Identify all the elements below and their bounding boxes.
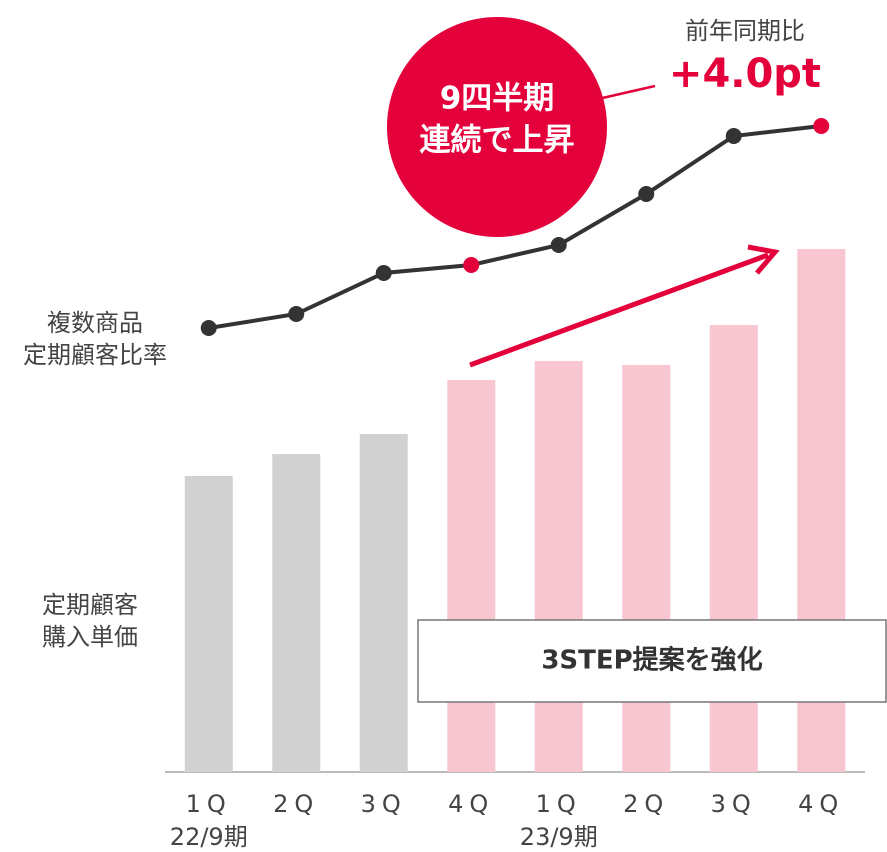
x-tick-label: 2Q bbox=[623, 790, 669, 818]
line-marker bbox=[463, 257, 480, 273]
line-marker bbox=[725, 128, 742, 144]
bar bbox=[534, 361, 583, 772]
bar bbox=[622, 365, 671, 772]
yoy-value: +4.0pt bbox=[669, 51, 821, 97]
bar-label: 購入単価 bbox=[42, 623, 138, 651]
line-marker bbox=[288, 306, 305, 322]
bar bbox=[359, 434, 408, 772]
x-tick-label: 4Q bbox=[448, 790, 494, 818]
line-marker bbox=[550, 237, 567, 253]
x-tick-label: 2Q bbox=[273, 790, 319, 818]
bar bbox=[184, 476, 233, 772]
period-label: 23/9期 bbox=[520, 823, 598, 851]
trend-arrow bbox=[469, 252, 769, 368]
x-tick-label: 1Q bbox=[186, 790, 232, 818]
badge bbox=[387, 17, 607, 237]
x-tick-label: 1Q bbox=[536, 790, 582, 818]
x-tick-label: 4Q bbox=[798, 790, 844, 818]
trend-arrow-head bbox=[747, 244, 780, 275]
bar bbox=[447, 380, 496, 772]
line-marker bbox=[375, 265, 392, 281]
badge-text: 連続で上昇 bbox=[420, 123, 575, 159]
callout-text: 3STEP提案を強化 bbox=[541, 645, 762, 676]
line-label: 定期顧客比率 bbox=[23, 341, 167, 369]
callout-box bbox=[417, 619, 887, 703]
line-marker bbox=[200, 320, 217, 336]
line bbox=[208, 124, 822, 330]
line-marker bbox=[638, 186, 655, 202]
period-label: 22/9期 bbox=[170, 823, 248, 851]
bar-label: 定期顧客 bbox=[42, 591, 138, 619]
line-marker bbox=[813, 118, 830, 134]
badge-text: 9四半期 bbox=[440, 81, 555, 117]
line-label: 複数商品 bbox=[47, 309, 143, 337]
bar bbox=[709, 325, 758, 772]
yoy-caption: 前年同期比 bbox=[685, 17, 805, 45]
line-layer bbox=[200, 118, 830, 336]
bar bbox=[272, 454, 321, 772]
x-tick-label: 3Q bbox=[711, 790, 757, 818]
x-tick-label: 3Q bbox=[361, 790, 407, 818]
